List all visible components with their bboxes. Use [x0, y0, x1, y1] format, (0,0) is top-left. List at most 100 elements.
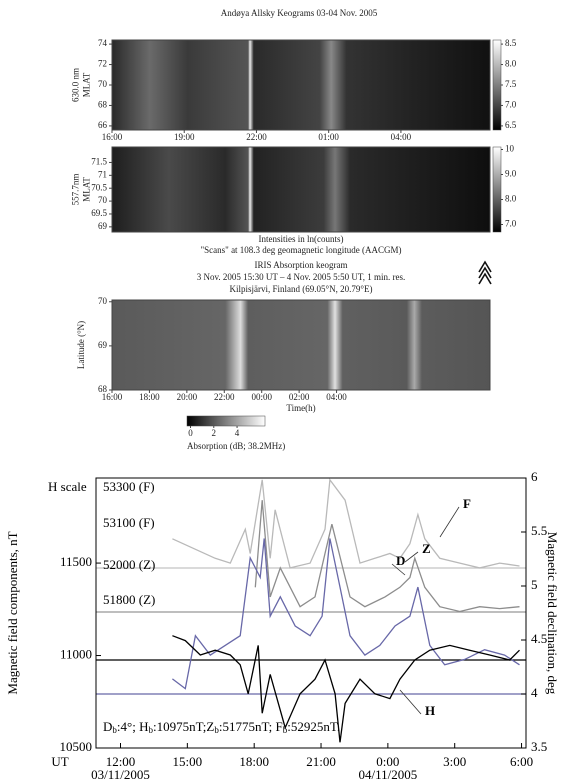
- plot-frame: [111, 299, 491, 391]
- x-tick-label: 04:00: [326, 392, 347, 402]
- x-tick-label: 19:00: [174, 132, 195, 142]
- baseline-note-part: b: [112, 725, 117, 735]
- colorbar-label: Absorption (dB; 38.2MHz): [187, 441, 285, 451]
- x-tick-label: 22:00: [246, 132, 267, 142]
- colorbar-tick-label: 10: [505, 144, 515, 154]
- x-tick-label: 20:00: [177, 392, 198, 402]
- series-label: Z: [422, 541, 431, 556]
- x-tick-label: 3:00: [443, 754, 466, 769]
- x-axis-label: UT: [51, 754, 68, 769]
- plot-frame: [111, 146, 491, 233]
- y-tick-label: 74: [98, 38, 108, 48]
- y-tick-label: 69: [98, 340, 108, 350]
- y-tick-label: 70: [98, 296, 108, 306]
- y2-axis-label: Magnetic field declination, deg: [545, 532, 560, 695]
- series-pointer: [399, 689, 422, 715]
- baseline-note-part: b: [283, 725, 288, 735]
- y2-tick-label: 4.5: [531, 631, 547, 646]
- series-line: [172, 538, 520, 690]
- chart-title: IRIS Absorption keogram: [255, 260, 348, 270]
- y-tick-label: 10500: [60, 739, 93, 754]
- keogram-image: [112, 40, 490, 130]
- x-axis-label: Time(h): [286, 403, 315, 413]
- series-line: [254, 500, 520, 613]
- y-tick-label: 70.5: [91, 182, 107, 192]
- y-tick-label: 68: [98, 100, 108, 110]
- line-chart: 10500 11000 11500 3.5 4 4.5 5 5.5 6 12:00 15:00 18:…: [5, 469, 560, 780]
- annotation: H scale: [48, 479, 87, 494]
- chart-title: 3 Nov. 2005 15:30 UT – 4 Nov. 2005 5:50 …: [197, 272, 406, 282]
- x-tick-label: 02:00: [289, 392, 310, 402]
- baseline-note-part: b: [214, 725, 219, 735]
- y-tick-label: 11000: [60, 647, 92, 662]
- baseline-note-part: b: [148, 725, 153, 735]
- series-pointer: [439, 506, 460, 538]
- colorbar: [492, 39, 502, 131]
- x-tick-label: 15:00: [173, 754, 203, 769]
- colorbar-tick-label: 7.5: [505, 79, 517, 89]
- x-tick-label: 16:00: [102, 132, 123, 142]
- direction-icon: [478, 260, 492, 285]
- y-tick-label: 71: [98, 169, 107, 179]
- chart-title: Andøya Allsky Keograms 03-04 Nov. 2005: [221, 8, 378, 18]
- colorbar: [492, 146, 502, 233]
- plot-frame: [95, 477, 527, 749]
- y2-tick-label: 4: [531, 685, 538, 700]
- series-line: [172, 635, 520, 743]
- x-axis-label: Intensities in ln(counts): [259, 234, 344, 244]
- x-tick-label: 01:00: [318, 132, 339, 142]
- series-pointer: [404, 551, 419, 563]
- x-tick-label: 12:00: [106, 754, 136, 769]
- keogram-image: [112, 300, 490, 390]
- y-tick-label: 69: [98, 221, 108, 231]
- x-tick-label: 16:00: [102, 392, 123, 402]
- y-axis-label: Latitude (°N): [76, 321, 86, 369]
- y-tick-label: 71.5: [91, 157, 107, 167]
- x-tick-label: 0:00: [376, 754, 399, 769]
- colorbar-tick-label: 2: [212, 428, 217, 438]
- keogram-image: [112, 147, 490, 232]
- y-tick-label: 70: [98, 79, 108, 89]
- x-tick-label: 21:00: [306, 754, 336, 769]
- y2-tick-label: 5: [531, 577, 538, 592]
- series-label: D: [396, 553, 405, 568]
- baseline-note-part: :4°; H: [117, 719, 149, 734]
- y-axis-label: 557.7nm: [71, 174, 81, 206]
- chart-title: Kilpisjärvi, Finland (69.05°N, 20.79°E): [230, 284, 373, 294]
- y2-tick-label: 6: [531, 469, 538, 484]
- colorbar-tick-label: 9.0: [505, 169, 517, 179]
- annotation: 51800 (Z): [103, 592, 155, 607]
- colorbar-tick-label: 8.0: [505, 194, 517, 204]
- baseline-note: Db:4°; Hb:10975nT;Zb:51775nT; Fb:52925nT…: [103, 719, 340, 735]
- y2-tick-label: 3.5: [531, 739, 547, 754]
- y-tick-label: 11500: [60, 554, 92, 569]
- x-tick-label: 00:00: [251, 392, 272, 402]
- colorbar-tick-label: 7.0: [505, 100, 517, 110]
- x-date-label: 03/11/2005: [91, 767, 150, 780]
- annotation: 52000 (Z): [103, 557, 155, 572]
- colorbar-tick-label: 7.0: [505, 219, 517, 229]
- series-pointer: [391, 563, 406, 576]
- x-tick-label: 18:00: [239, 754, 269, 769]
- y-axis-label: Magnetic field components, nT: [5, 531, 20, 694]
- series-label: F: [463, 496, 471, 511]
- colorbar-tick-label: 0: [188, 428, 193, 438]
- colorbar-tick-label: 4: [235, 428, 240, 438]
- colorbar-tick-label: 8.5: [505, 38, 517, 48]
- y-tick-label: 72: [98, 59, 107, 69]
- series-line: [172, 478, 520, 569]
- baseline-note-part: :52925nT.: [287, 719, 340, 734]
- x-tick-label: 6:00: [510, 754, 533, 769]
- colorbar-tick-label: 8.0: [505, 59, 517, 69]
- y-axis-label: MLAT: [82, 177, 92, 202]
- y-axis-label: 630.0 nm: [71, 68, 81, 102]
- baseline-note-part: D: [103, 719, 112, 734]
- x-axis-label: "Scans" at 108.3 deg geomagnetic longitu…: [200, 245, 401, 255]
- baseline-note-part: :10975nT;Z: [153, 719, 214, 734]
- y-tick-label: 68: [98, 384, 108, 394]
- annotation: 53100 (F): [103, 515, 155, 530]
- x-tick-label: 22:00: [214, 392, 235, 402]
- y-axis-label: MLAT: [82, 72, 92, 97]
